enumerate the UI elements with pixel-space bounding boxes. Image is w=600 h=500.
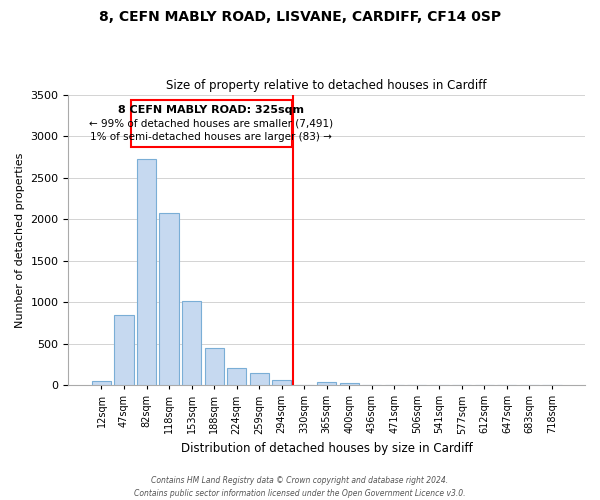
Bar <box>250 372 269 385</box>
Text: 1% of semi-detached houses are larger (83) →: 1% of semi-detached houses are larger (8… <box>91 132 332 142</box>
Y-axis label: Number of detached properties: Number of detached properties <box>15 152 25 328</box>
Bar <box>160 213 179 385</box>
Bar <box>317 382 336 385</box>
Bar <box>182 302 201 385</box>
Text: ← 99% of detached houses are smaller (7,491): ← 99% of detached houses are smaller (7,… <box>89 118 334 128</box>
Text: 8 CEFN MABLY ROAD: 325sqm: 8 CEFN MABLY ROAD: 325sqm <box>118 106 304 116</box>
Text: 8, CEFN MABLY ROAD, LISVANE, CARDIFF, CF14 0SP: 8, CEFN MABLY ROAD, LISVANE, CARDIFF, CF… <box>99 10 501 24</box>
Bar <box>227 368 246 385</box>
Bar <box>115 314 134 385</box>
Bar <box>205 348 224 385</box>
FancyBboxPatch shape <box>131 100 292 147</box>
Bar <box>340 384 359 385</box>
Bar <box>92 381 111 385</box>
Bar <box>272 380 291 385</box>
Text: Contains HM Land Registry data © Crown copyright and database right 2024.
Contai: Contains HM Land Registry data © Crown c… <box>134 476 466 498</box>
Title: Size of property relative to detached houses in Cardiff: Size of property relative to detached ho… <box>166 79 487 92</box>
X-axis label: Distribution of detached houses by size in Cardiff: Distribution of detached houses by size … <box>181 442 473 455</box>
Bar <box>137 159 156 385</box>
